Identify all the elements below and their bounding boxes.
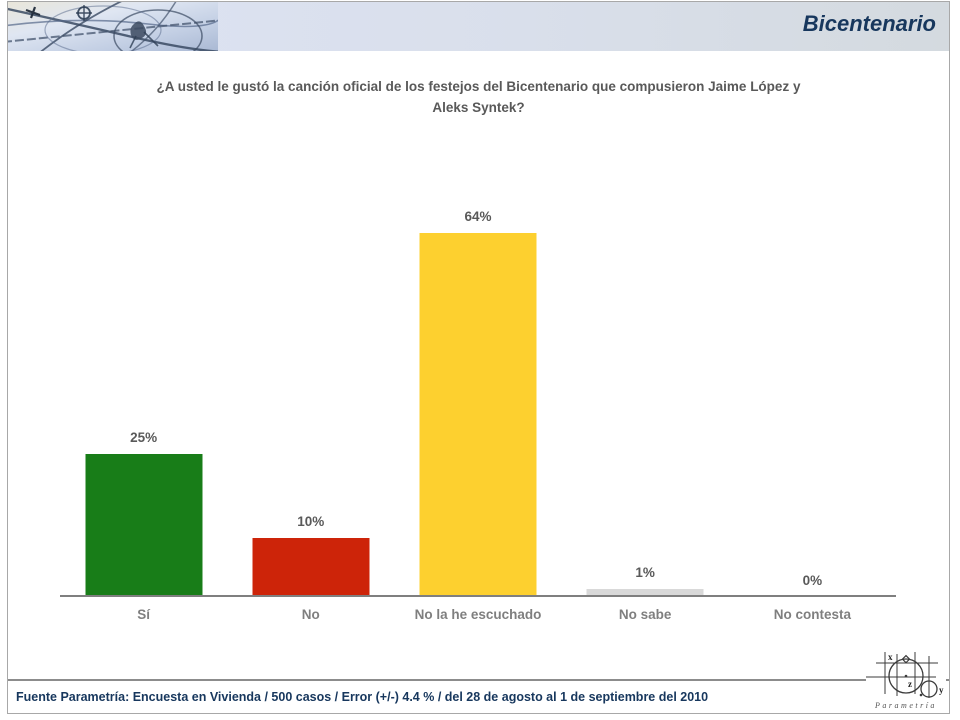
bar-column: 1% No sabe [562,198,729,622]
bar [419,233,537,595]
header-sketch-image [8,2,218,51]
parametria-logo: x z y Parametría [866,650,946,712]
chart-question-title: ¿A usted le gustó la canción oficial de … [156,79,801,115]
logo-axis-x-label: x [888,652,893,662]
category-label: Sí [137,607,150,622]
bar-column: 64% No la he escuchado [394,198,561,622]
logo-axis-y-label: y [939,685,944,695]
footer-bar: Fuente Parametría: Encuesta en Vivienda … [8,679,949,713]
bar-chart: 25% Sí 10% No 64% No la he escuchado 1% No sabe… [60,198,896,628]
logo-axis-z-label: z [908,679,912,689]
bar-value-label: 25% [130,430,158,445]
category-label: No la he escuchado [414,607,542,622]
header-band: Bicentenario [8,2,949,51]
bar [586,589,704,595]
slide-frame: Bicentenario ¿A usted le gustó la canció… [7,1,950,714]
logo-wordmark: Parametría [874,701,937,710]
bar-value-label: 64% [464,209,492,224]
bar-value-label: 0% [802,573,823,588]
bar-column: 0% No contesta [729,198,896,622]
bar [252,538,370,595]
bar-column: 10% No [227,198,394,622]
bar-value-label: 10% [297,514,325,529]
brand-title: Bicentenario [802,11,936,36]
x-axis-line [60,595,896,597]
bar-column: 25% Sí [60,198,227,622]
bar [85,454,203,595]
category-label: No sabe [618,607,672,622]
category-label: No contesta [773,607,852,622]
source-note: Fuente Parametría: Encuesta en Vivienda … [16,690,709,704]
bar-value-label: 1% [635,565,655,580]
category-label: No [301,607,320,622]
